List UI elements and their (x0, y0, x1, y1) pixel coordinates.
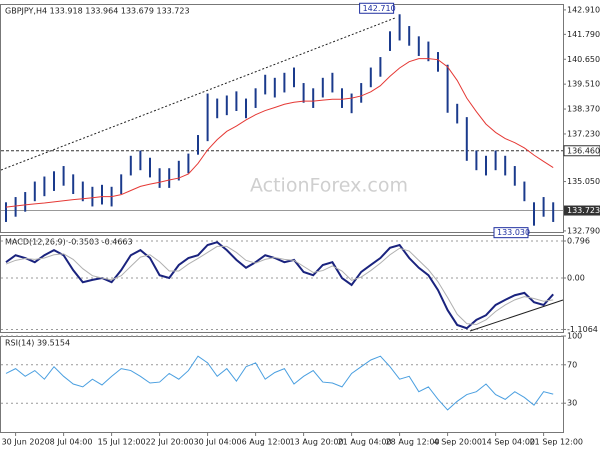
y-tick-label: 70 (567, 360, 577, 369)
moving-average (5, 58, 554, 208)
x-tick-label: 14 Sep 04:00 (482, 438, 535, 447)
y-tick-label: 132.790 (567, 226, 600, 235)
annotation-box (359, 2, 395, 14)
price-panel (0, 4, 564, 233)
last-price-box (564, 205, 600, 216)
y-tick-label: 141.790 (567, 30, 600, 39)
annotation-label: 133.030 (497, 228, 530, 237)
x-tick-label: 21 Sep 12:00 (530, 438, 583, 447)
macd-panel (0, 235, 564, 333)
x-tick-label: 21 Aug 04:00 (338, 438, 392, 447)
x-tick-label: 28 Aug 12:00 (386, 438, 440, 447)
y-tick-label: 135.050 (567, 177, 600, 186)
last-price-label: 133.723 (567, 206, 600, 215)
y-tick-label: 100 (567, 332, 582, 341)
y-tick-label: 30 (567, 399, 577, 408)
watermark: ActionForex.com (250, 175, 408, 197)
macd-title: MACD(12,26,9) -0.3503 -0.4663 (5, 238, 133, 247)
y-tick-label: 0.00 (567, 274, 585, 283)
annotation-box (493, 227, 529, 239)
level-box (563, 145, 600, 157)
y-tick-label: 138.370 (567, 105, 600, 114)
x-tick-label: 13 Aug 20:00 (290, 438, 344, 447)
y-tick-label: 142.910 (567, 5, 600, 14)
series-line (5, 355, 554, 411)
y-tick-label: 0.796 (567, 236, 590, 245)
series-line (5, 245, 554, 326)
chart-title: GBPJPY,H4 133.918 133.964 133.679 133.72… (5, 7, 190, 16)
x-tick-label: 4 Sep 20:00 (434, 438, 482, 447)
level-label: 136.460 (567, 146, 600, 155)
y-tick-label: 140.650 (567, 55, 600, 64)
y-tick-label: 139.510 (567, 80, 600, 89)
macd-trend-line (469, 299, 564, 332)
y-tick-label: -1.1064 (567, 325, 598, 334)
x-tick-label: 30 Jun 2020 (2, 438, 50, 447)
x-tick-label: 22 Jul 20:00 (146, 438, 194, 447)
x-tick-label: 15 Jul 12:00 (98, 438, 146, 447)
rsi-title: RSI(14) 39.5154 (5, 339, 70, 348)
x-tick-label: 30 Jul 04:00 (194, 438, 242, 447)
x-tick-label: 6 Aug 12:00 (242, 438, 291, 447)
series-line (5, 241, 554, 330)
annotation-label: 142.710 (363, 4, 396, 13)
x-tick-label: 8 Jul 04:00 (50, 438, 93, 447)
y-tick-label: 137.230 (567, 129, 600, 138)
